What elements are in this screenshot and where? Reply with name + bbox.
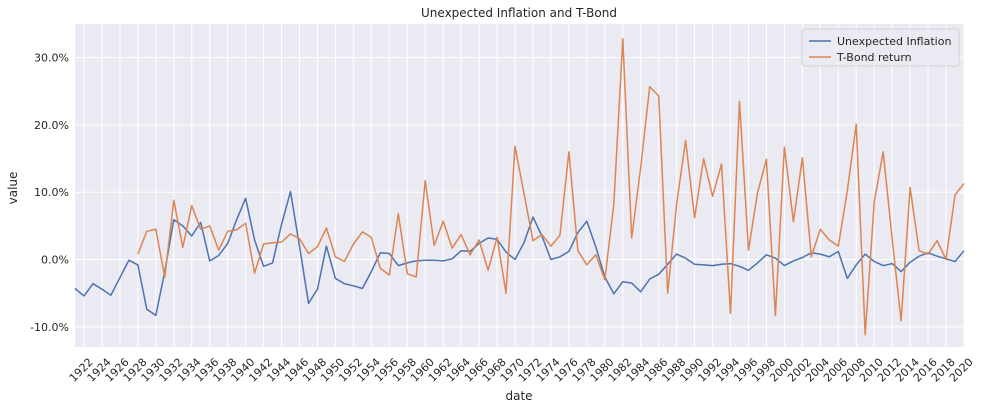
- x-tick-labels: 1922192419261928193019321934193619381940…: [67, 356, 976, 385]
- series-layer: [74, 38, 965, 336]
- y-tick-label: 0.0%: [41, 254, 69, 267]
- legend: Unexpected Inflation T-Bond return: [801, 28, 960, 67]
- legend-label: Unexpected Inflation: [837, 35, 951, 48]
- y-tick-label: -10.0%: [30, 321, 69, 334]
- chart-title: Unexpected Inflation and T-Bond: [421, 6, 617, 20]
- plot-background: [75, 24, 964, 347]
- y-tick-label: 20.0%: [34, 119, 69, 132]
- y-axis-title: value: [6, 172, 20, 205]
- series-line-2: [137, 38, 965, 336]
- y-tick-label: 30.0%: [34, 52, 69, 65]
- legend-box: [801, 28, 960, 67]
- legend-label: T-Bond return: [836, 51, 912, 64]
- series-line-1: [74, 190, 965, 317]
- y-grid-lines: [75, 57, 964, 328]
- y-tick-label: 10.0%: [34, 186, 69, 199]
- x-axis-title: date: [505, 389, 532, 403]
- y-tick-labels: -10.0% 0.0% 10.0% 20.0% 30.0%: [30, 52, 69, 334]
